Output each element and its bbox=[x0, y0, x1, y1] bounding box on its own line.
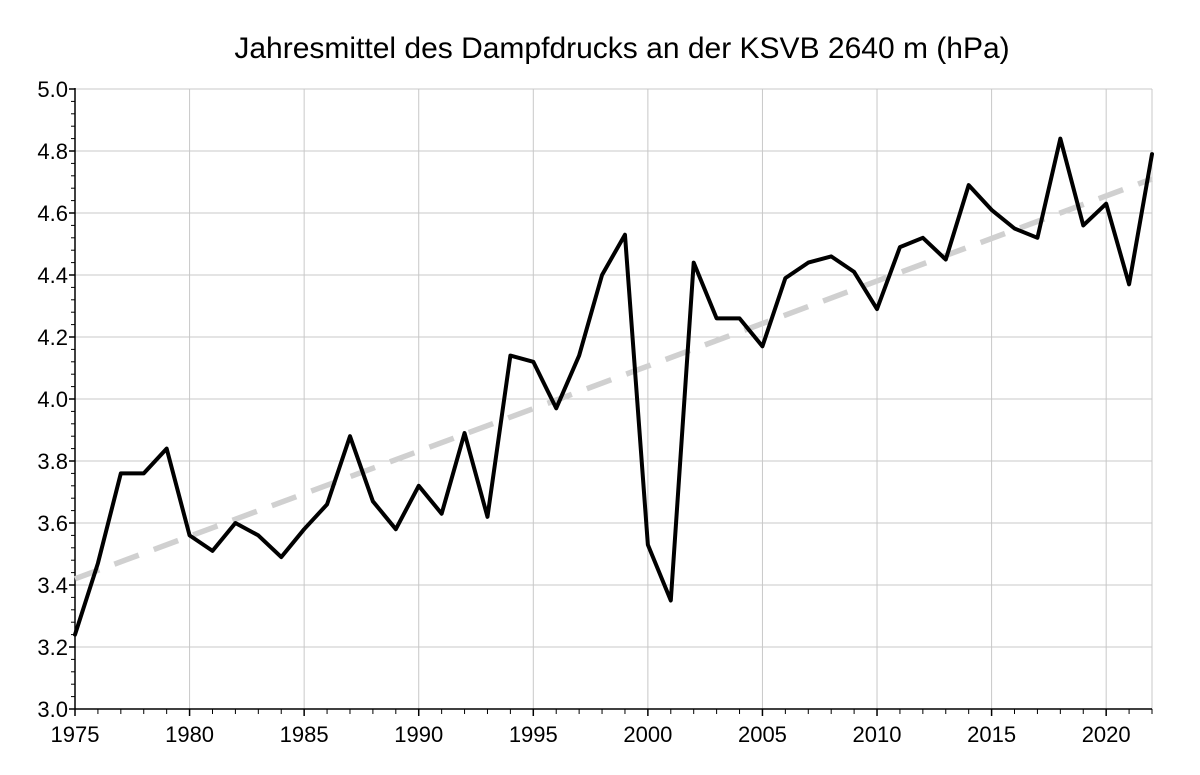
x-tick-label: 2005 bbox=[738, 722, 787, 747]
grid bbox=[75, 88, 1153, 709]
y-tick-label: 4.0 bbox=[37, 387, 68, 412]
x-tick-label: 1995 bbox=[509, 722, 558, 747]
x-tick-label: 2020 bbox=[1082, 722, 1131, 747]
y-tick-label: 3.8 bbox=[37, 449, 68, 474]
axes bbox=[69, 88, 1153, 716]
y-tick-label: 3.0 bbox=[37, 697, 68, 722]
x-tick-label: 1975 bbox=[51, 722, 100, 747]
x-tick-label: 2000 bbox=[623, 722, 672, 747]
y-tick-label: 5.0 bbox=[37, 77, 68, 102]
y-tick-label: 4.2 bbox=[37, 325, 68, 350]
trend-line bbox=[74, 176, 1153, 582]
x-tick-label: 2010 bbox=[853, 722, 902, 747]
y-tick-label: 3.2 bbox=[37, 635, 68, 660]
x-tick-label: 1985 bbox=[280, 722, 329, 747]
x-tick-label: 2015 bbox=[967, 722, 1016, 747]
y-tick-label: 4.4 bbox=[37, 263, 68, 288]
y-tick-label: 3.6 bbox=[37, 511, 68, 536]
tick-labels: 3.0 3.2 3.4 3.6 3.8 4.0 4.2 4.4 4.6 4.8 5.0 1975 198… bbox=[37, 77, 1130, 747]
x-tick-label: 1990 bbox=[394, 722, 443, 747]
vapor-pressure-line bbox=[73, 136, 1154, 637]
chart-title: Jahresmittel des Dampfdrucks an der KSVB… bbox=[234, 32, 1009, 65]
y-tick-label: 4.6 bbox=[37, 201, 68, 226]
x-tick-label: 1980 bbox=[165, 722, 214, 747]
y-tick-label: 4.8 bbox=[37, 139, 68, 164]
series-layer bbox=[73, 136, 1154, 637]
y-tick-label: 3.4 bbox=[37, 573, 68, 598]
